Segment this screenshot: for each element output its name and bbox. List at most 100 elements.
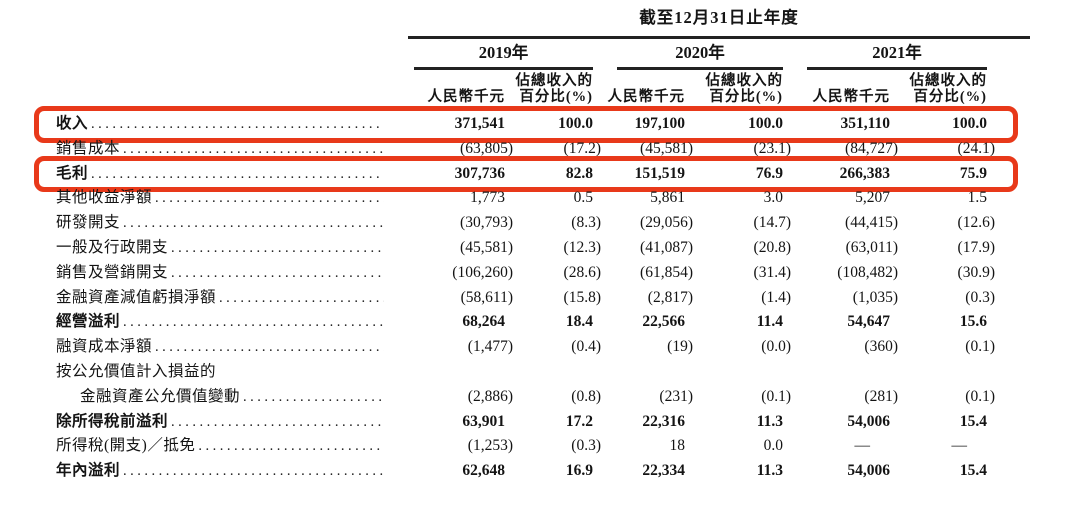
value-cell: (29,056) (640, 214, 693, 232)
year-underline: 2019年 (414, 43, 593, 70)
year-label: 2020年 (675, 43, 725, 62)
value-cell: 0.0 (763, 437, 783, 455)
dot-leader (171, 236, 384, 261)
value-cell: (0.3) (965, 288, 995, 306)
header-rule (408, 36, 1030, 39)
value-cell: (14.7) (753, 214, 791, 232)
dot-leader (171, 410, 384, 435)
financial-summary-table: 截至12月31日止年度 2019年 2020年 2021年 人民幣千元 佔總收入… (34, 8, 1030, 484)
value-cell: 75.9 (959, 164, 987, 182)
table-row: 年內溢利 62,648 16.9 22,334 11.3 54,006 15.4 (40, 459, 1018, 484)
dot-leader (123, 211, 384, 236)
table-row: 經營溢利 68,264 18.4 22,566 11.4 54,647 15.6 (40, 310, 1018, 335)
row-label: 所得稅(開支)／抵免 (56, 437, 196, 455)
amount-column-header: 人民幣千元 (812, 88, 890, 105)
table-row: 除所得稅前溢利 63,901 17.2 22,316 11.3 54,006 15.4 (40, 410, 1018, 435)
value-cell (783, 360, 890, 385)
dot-leader (171, 261, 384, 286)
dot-leader (123, 310, 384, 335)
value-cell: (0.4) (571, 338, 601, 356)
value-cell: 371,541 (454, 115, 505, 132)
row-label-cell: 其他收益淨額 (40, 186, 390, 211)
value-cell: 100.0 (748, 115, 783, 132)
year-group-2020: 2020年 (593, 43, 783, 70)
value-cell (390, 360, 505, 385)
value-cell: 82.8 (565, 164, 593, 182)
value-cell (593, 360, 685, 385)
value-cell: (0.3) (571, 437, 601, 455)
value-cell: 18.4 (565, 313, 593, 331)
value-cell: (28.6) (563, 263, 601, 281)
row-label-cell: 收入 (40, 112, 390, 137)
row-label: 融資成本淨額 (56, 338, 153, 356)
table-row: 按公允價值計入損益的 (40, 360, 1018, 385)
row-label-cell: 一般及行政開支 (40, 236, 390, 261)
value-cell: (2,817) (647, 288, 693, 306)
value-cell: (84,727) (845, 139, 898, 157)
value-cell: 22,316 (642, 412, 685, 430)
year-group-2021: 2021年 (783, 43, 987, 70)
row-label-cell: 銷售成本 (40, 137, 390, 162)
row-label-cell: 銷售及營銷開支 (40, 261, 390, 286)
value-cell: (281) (864, 387, 898, 405)
value-cell: 197,100 (634, 115, 685, 132)
table-row: 銷售及營銷開支 (106,260) (28.6) (61,854) (31.4) (10… (40, 261, 1018, 286)
dot-leader (198, 434, 384, 459)
value-cell: 68,264 (462, 313, 505, 331)
value-cell: 62,648 (462, 462, 505, 480)
row-label-cell: 研發開支 (40, 211, 390, 236)
value-cell: (106,260) (452, 263, 513, 281)
dot-leader (155, 335, 384, 360)
value-cell: (2,886) (467, 387, 513, 405)
value-cell: (45,581) (640, 139, 693, 157)
value-cell: 22,566 (642, 313, 685, 331)
percent-column-header: 佔總收入的 百分比(%) (909, 73, 987, 105)
value-cell: 15.4 (959, 462, 987, 480)
value-cell: (19) (667, 338, 693, 356)
value-cell: 18 (669, 437, 686, 455)
value-cell: 15.4 (959, 412, 987, 430)
row-label: 年內溢利 (56, 462, 121, 480)
value-cell: (17.9) (957, 238, 995, 256)
value-cell: (1,477) (467, 338, 513, 356)
value-cell: 5,207 (855, 189, 890, 207)
row-label: 金融資產公允價值變動 (80, 387, 241, 405)
value-cell: 15.6 (959, 313, 987, 331)
table-row: 所得稅(開支)／抵免 (1,253) (0.3) 18 0.0 — — (40, 434, 1018, 459)
value-cell: (30.9) (957, 263, 995, 281)
value-cell: (12.3) (563, 238, 601, 256)
value-cell: 22,334 (642, 462, 685, 480)
row-label-cell: 金融資產公允價值變動 (40, 385, 390, 410)
table-row: 其他收益淨額 1,773 0.5 5,861 3.0 5,207 1.5 (40, 186, 1018, 211)
value-cell: (0.1) (965, 387, 995, 405)
dot-leader (123, 137, 384, 162)
value-cell: 1,773 (470, 189, 505, 207)
value-cell: (1,253) (467, 437, 513, 455)
value-cell: 3.0 (763, 189, 783, 207)
table-row: 毛利 307,736 82.8 151,519 76.9 266,383 75.9 (34, 155, 1018, 193)
row-label-cell: 所得稅(開支)／抵免 (40, 434, 390, 459)
row-label-cell: 年內溢利 (40, 459, 390, 484)
row-label-cell: 經營溢利 (40, 310, 390, 335)
row-label: 研發開支 (56, 214, 121, 232)
percent-column-header: 佔總收入的 百分比(%) (515, 73, 593, 105)
dot-leader (91, 162, 384, 187)
value-cell: 0.5 (573, 189, 593, 207)
value-cell: (63,805) (460, 139, 513, 157)
dot-leader (155, 186, 384, 211)
value-cell: (108,482) (837, 263, 898, 281)
value-cell: 17.2 (565, 412, 593, 430)
dot-leader (91, 112, 384, 137)
table-row: 研發開支 (30,793) (8.3) (29,056) (14.7) (44,415)… (40, 211, 1018, 236)
row-label: 金融資產減值虧損淨額 (56, 288, 217, 306)
value-cell: (0.1) (965, 338, 995, 356)
value-cell: (63,011) (845, 238, 898, 256)
table-row: 銷售成本 (63,805) (17.2) (45,581) (23.1) (84,727… (40, 137, 1018, 162)
value-cell: (44,415) (845, 214, 898, 232)
value-cell: (1.4) (761, 288, 791, 306)
years-row: 2019年 2020年 2021年 (40, 43, 1018, 70)
value-cell: 151,519 (634, 164, 685, 182)
value-cell: (23.1) (753, 139, 791, 157)
value-cell (505, 360, 593, 385)
value-cell: (58,611) (460, 288, 513, 306)
